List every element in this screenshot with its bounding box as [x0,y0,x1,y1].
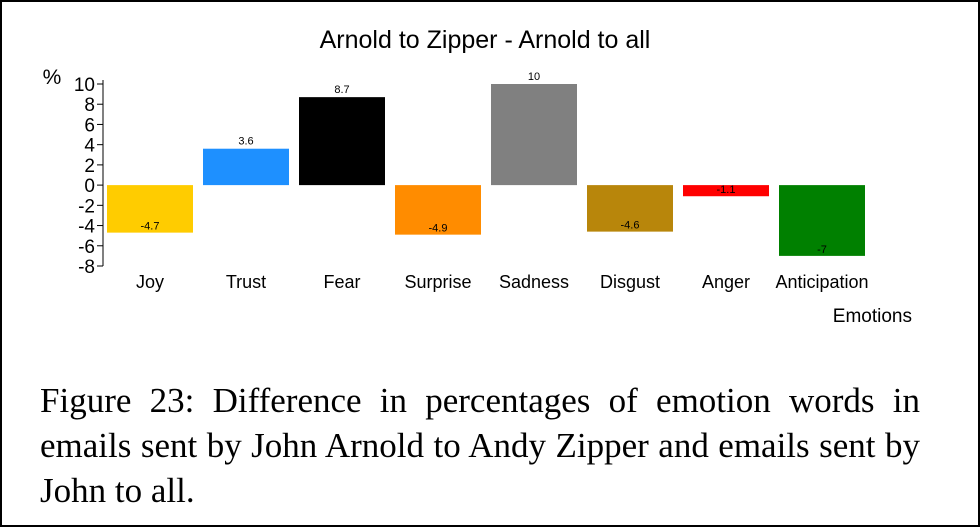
y-tick-label: 0 [84,176,95,197]
chart-title: Arnold to Zipper - Arnold to all [320,26,651,54]
bar-value-label: -4.7 [141,221,160,233]
y-tick-label: -4 [78,217,95,238]
y-tick-label: 4 [84,136,95,157]
bar-value-label: -4.6 [621,220,640,232]
bar-value-label: -1.1 [717,184,736,196]
x-tick-label: Anger [702,272,750,292]
bar-fear [299,97,385,186]
y-tick-label: -6 [78,237,95,258]
y-tick-label: 2 [84,156,95,177]
y-tick-label: -8 [78,257,95,278]
bar-trust [203,148,289,186]
x-axis-label: Emotions [833,306,912,327]
bar-chart: Arnold to Zipper - Arnold to all % Emoti… [43,26,912,327]
figure-caption: Figure 23: Difference in percentages of … [40,381,920,510]
x-axis-tick-labels: Joy Trust Fear Surprise Sadness Disgust Anger A… [136,272,869,292]
x-tick-label: Surprise [404,272,471,292]
y-tick-label: -2 [78,196,95,217]
x-tick-label: Fear [323,272,360,292]
bar-surprise [395,185,481,235]
x-tick-label: Anticipation [775,272,868,292]
bar-joy [107,185,193,233]
x-tick-label: Trust [226,272,266,292]
bar-disgust [587,185,673,232]
bar-value-label: -7 [817,244,827,256]
bar-value-label: -4.9 [429,223,448,235]
bar-sadness [491,84,577,186]
bar-value-label: 8.7 [334,84,349,96]
bars: -4.7 3.6 8.7 -4.9 10 -4.6 -1.1 -7 [107,71,865,256]
x-tick-label: Sadness [499,272,569,292]
bar-value-label: 10 [528,71,540,83]
y-tick-label: 6 [84,115,95,136]
x-tick-label: Disgust [600,272,660,292]
y-tick-label: 10 [74,75,95,96]
bar-anger [683,185,769,197]
y-axis-label: % [43,66,62,89]
bar-value-label: 3.6 [238,136,253,148]
y-tick-label: 8 [84,95,95,116]
x-tick-label: Joy [136,272,164,292]
bar-anticipation [779,185,865,256]
